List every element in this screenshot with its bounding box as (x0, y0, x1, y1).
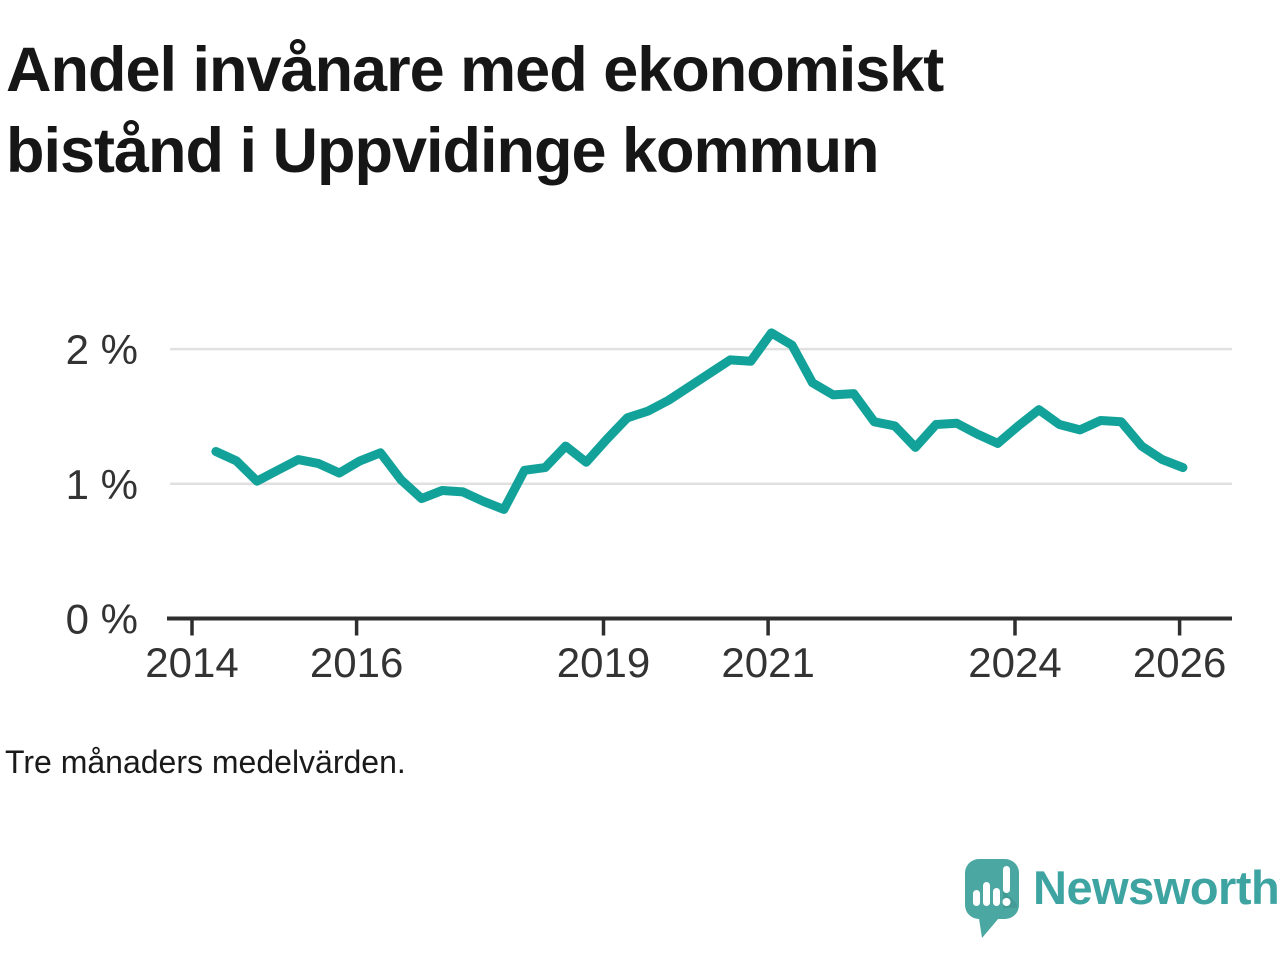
newsworthy-logo-icon (965, 859, 1019, 938)
x-tick-label: 2024 (968, 639, 1061, 686)
branding: Newsworthy (962, 856, 1280, 946)
chart-title: Andel invånare med ekonomiskt bistånd i … (6, 30, 944, 192)
y-tick-label: 0 % (66, 596, 138, 643)
logo-bar-2 (983, 882, 990, 906)
logo-bar-1 (973, 890, 980, 906)
x-tick-label: 2019 (557, 639, 650, 686)
newsworthy-logo-text: Newsworthy (1033, 861, 1280, 914)
y-tick-label: 2 % (66, 326, 138, 373)
logo-bar-3 (993, 888, 1000, 906)
x-tick-label: 2014 (145, 639, 238, 686)
logo-bubble-tail (978, 912, 1004, 938)
y-tick-label: 1 % (66, 461, 138, 508)
logo-exclamation-dot (1002, 898, 1011, 906)
x-tick-label: 2021 (721, 639, 814, 686)
line-chart: 0 % 1 % 2 % 2014 2016 2019 2021 2024 2026 (66, 326, 1232, 686)
chart-title-line-2: bistånd i Uppvidinge kommun (6, 116, 880, 186)
x-tick-label: 2016 (310, 639, 403, 686)
chart-title-line-1: Andel invånare med ekonomiskt (6, 35, 944, 105)
logo-exclamation-bar (1003, 866, 1010, 893)
logo-bubble (965, 859, 1019, 919)
trend-line (211, 328, 1188, 514)
chart-caption: Tre månaders medelvärden. (5, 744, 406, 780)
x-tick-label: 2026 (1133, 639, 1226, 686)
